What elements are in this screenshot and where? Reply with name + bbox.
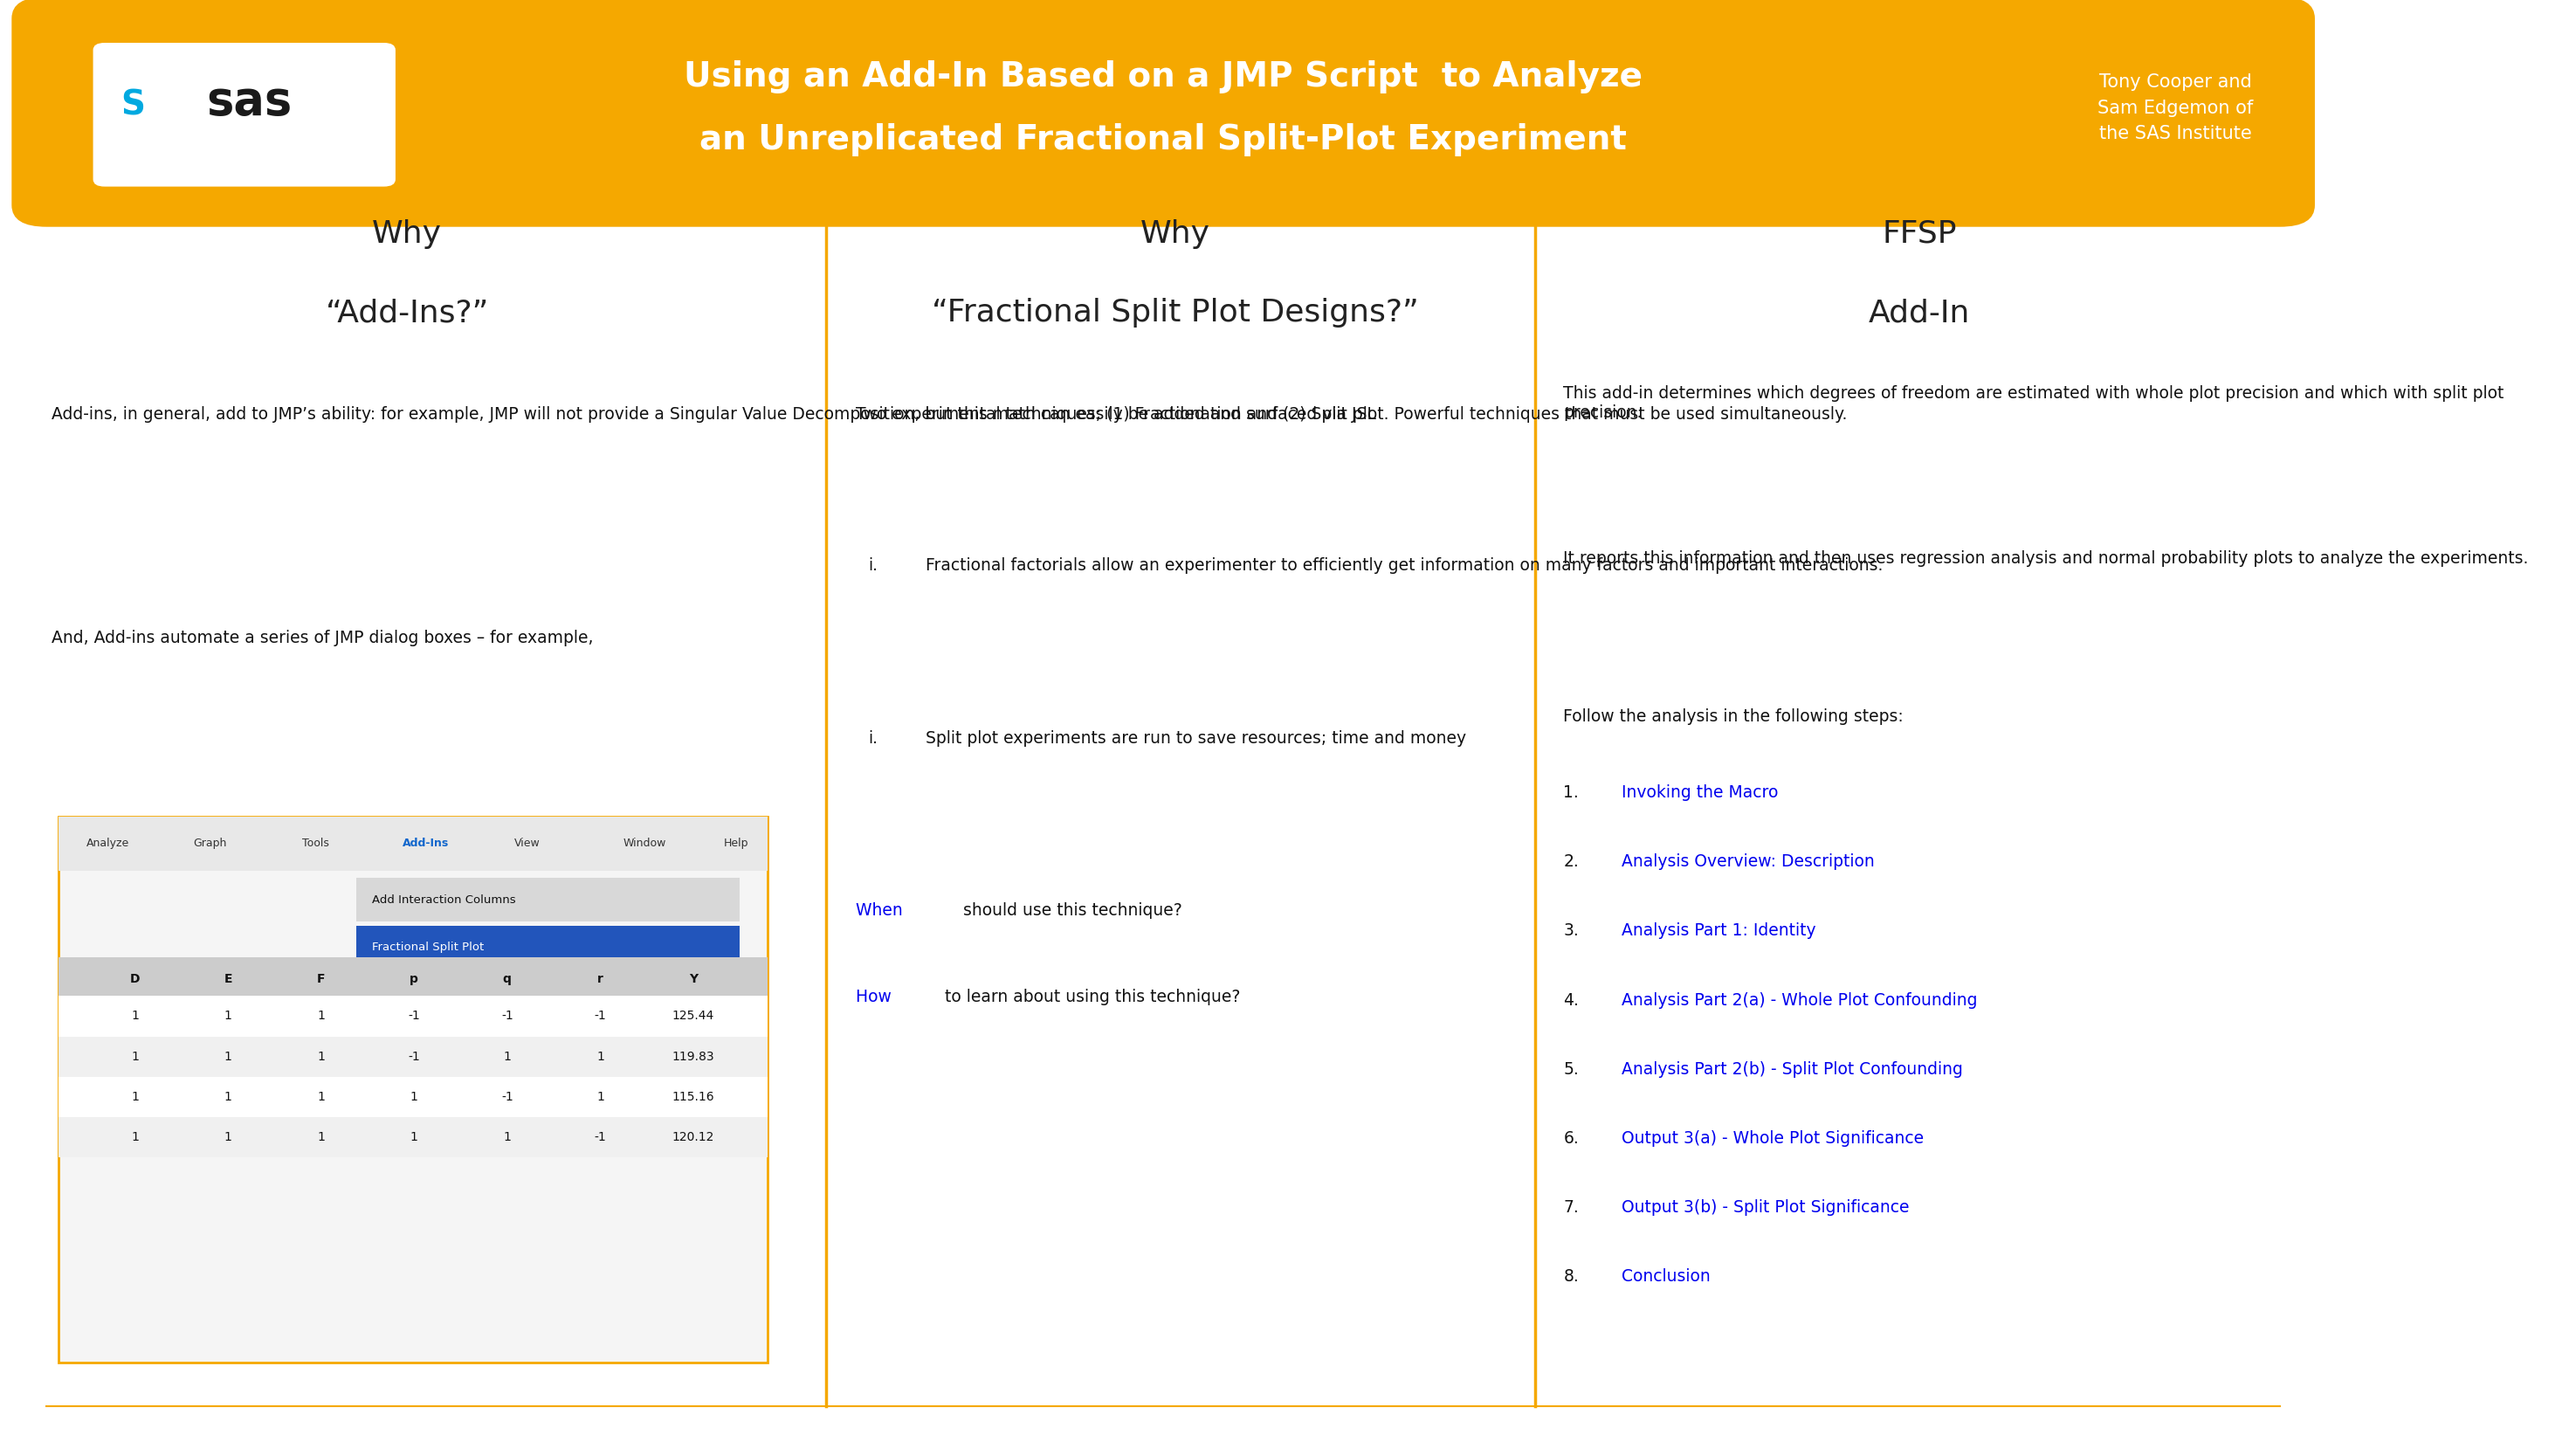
Text: 1: 1 — [317, 1091, 325, 1103]
FancyBboxPatch shape — [355, 926, 739, 969]
Text: -1: -1 — [595, 1130, 605, 1143]
Text: 1: 1 — [131, 1130, 139, 1143]
Text: i.: i. — [868, 730, 878, 746]
Text: Analysis Part 2(b) - Split Plot Confounding: Analysis Part 2(b) - Split Plot Confound… — [1620, 1061, 1963, 1078]
Text: p: p — [410, 972, 417, 985]
FancyBboxPatch shape — [59, 1117, 768, 1158]
Text: 1: 1 — [410, 1130, 417, 1143]
Text: 4.: 4. — [1564, 991, 1579, 1009]
Text: And, Add-ins automate a series of JMP dialog boxes – for example,: And, Add-ins automate a series of JMP di… — [52, 629, 592, 646]
FancyBboxPatch shape — [355, 878, 739, 922]
Text: Fractional Split Plot: Fractional Split Plot — [374, 942, 484, 953]
Text: Analyze: Analyze — [85, 838, 129, 849]
Text: “Fractional Split Plot Designs?”: “Fractional Split Plot Designs?” — [933, 298, 1419, 327]
Text: 3.: 3. — [1564, 923, 1579, 939]
Text: Fractional factorials allow an experimenter to efficiently get information on ma: Fractional factorials allow an experimen… — [925, 558, 1883, 574]
Text: E: E — [224, 972, 232, 985]
Text: 8.: 8. — [1564, 1268, 1579, 1284]
FancyBboxPatch shape — [59, 1077, 768, 1117]
Text: Follow the analysis in the following steps:: Follow the analysis in the following ste… — [1564, 709, 1904, 724]
Text: -1: -1 — [502, 1010, 513, 1023]
Text: 1: 1 — [598, 1051, 605, 1062]
Text: Split plot experiments are run to save resources; time and money: Split plot experiments are run to save r… — [925, 730, 1466, 746]
Text: 1: 1 — [224, 1051, 232, 1062]
Text: -1: -1 — [407, 1010, 420, 1023]
Text: Tony Cooper and
Sam Edgemon of
the SAS Institute: Tony Cooper and Sam Edgemon of the SAS I… — [2097, 74, 2254, 143]
Text: 1: 1 — [224, 1091, 232, 1103]
Text: to learn about using this technique?: to learn about using this technique? — [945, 988, 1239, 1006]
Text: Why: Why — [1141, 219, 1211, 249]
Text: 7.: 7. — [1564, 1198, 1579, 1216]
Text: 1: 1 — [131, 1010, 139, 1023]
Text: F: F — [317, 972, 325, 985]
Text: This add-in determines which degrees of freedom are estimated with whole plot pr: This add-in determines which degrees of … — [1564, 385, 2504, 420]
Text: -1: -1 — [407, 1051, 420, 1062]
Text: “Add-Ins?”: “Add-Ins?” — [325, 298, 489, 327]
FancyBboxPatch shape — [59, 816, 768, 871]
Text: 1: 1 — [502, 1051, 510, 1062]
Text: 1: 1 — [317, 1010, 325, 1023]
Text: 1: 1 — [224, 1130, 232, 1143]
Text: 2.: 2. — [1564, 853, 1579, 871]
Text: Tools: Tools — [301, 838, 330, 849]
Text: When: When — [855, 903, 909, 919]
Text: 1: 1 — [410, 1091, 417, 1103]
Text: S: S — [121, 88, 144, 122]
FancyBboxPatch shape — [59, 958, 768, 1000]
Text: -1: -1 — [595, 1010, 605, 1023]
Text: 1: 1 — [131, 1051, 139, 1062]
FancyBboxPatch shape — [93, 43, 397, 187]
Text: Using an Add-In Based on a JMP Script  to Analyze: Using an Add-In Based on a JMP Script to… — [683, 59, 1643, 93]
Text: Window: Window — [623, 838, 667, 849]
Text: View: View — [515, 838, 541, 849]
Text: 1.: 1. — [1564, 785, 1579, 801]
Text: Add-In: Add-In — [1868, 298, 1971, 327]
Text: Graph: Graph — [193, 838, 227, 849]
Text: Output 3(a) - Whole Plot Significance: Output 3(a) - Whole Plot Significance — [1620, 1130, 1924, 1146]
Text: 6.: 6. — [1564, 1130, 1579, 1146]
Text: an Unreplicated Fractional Split-Plot Experiment: an Unreplicated Fractional Split-Plot Ex… — [701, 123, 1628, 156]
Text: Why: Why — [371, 219, 443, 249]
Text: 125.44: 125.44 — [672, 1010, 714, 1023]
Text: Add-Ins: Add-Ins — [402, 838, 448, 849]
Text: 1: 1 — [502, 1130, 510, 1143]
Text: Help: Help — [724, 838, 750, 849]
Text: Add-ins, in general, add to JMP’s ability: for example, JMP will not provide a S: Add-ins, in general, add to JMP’s abilit… — [52, 407, 1376, 423]
FancyBboxPatch shape — [59, 995, 768, 1036]
Text: 1: 1 — [317, 1130, 325, 1143]
Text: D: D — [129, 972, 139, 985]
FancyBboxPatch shape — [13, 0, 2316, 227]
Text: How: How — [855, 988, 896, 1006]
Text: FFSP: FFSP — [1883, 219, 1958, 249]
Text: 119.83: 119.83 — [672, 1051, 714, 1062]
Text: sas: sas — [206, 78, 291, 123]
Text: It reports this information and then uses regression analysis and normal probabi: It reports this information and then use… — [1564, 551, 2530, 567]
Text: 5.: 5. — [1564, 1061, 1579, 1078]
Text: Two experimental techniques; (1) Fractionation and (2) Split plot. Powerful tech: Two experimental techniques; (1) Fractio… — [855, 407, 1847, 423]
Text: 1: 1 — [224, 1010, 232, 1023]
Text: 115.16: 115.16 — [672, 1091, 714, 1103]
Text: -1: -1 — [502, 1091, 513, 1103]
Text: Conclusion: Conclusion — [1620, 1268, 1710, 1284]
FancyBboxPatch shape — [59, 1036, 768, 1077]
Text: should use this technique?: should use this technique? — [963, 903, 1182, 919]
FancyBboxPatch shape — [59, 816, 768, 1362]
Text: q: q — [502, 972, 513, 985]
Text: Add Interaction Columns: Add Interaction Columns — [374, 894, 515, 906]
Text: 1: 1 — [317, 1051, 325, 1062]
Text: Analysis Part 1: Identity: Analysis Part 1: Identity — [1620, 923, 1816, 939]
Text: 120.12: 120.12 — [672, 1130, 714, 1143]
Text: Analysis Overview: Description: Analysis Overview: Description — [1620, 853, 1875, 871]
Text: 1: 1 — [131, 1091, 139, 1103]
Text: r: r — [598, 972, 603, 985]
Text: i.: i. — [868, 558, 878, 574]
Text: Y: Y — [688, 972, 698, 985]
Text: Analysis Part 2(a) - Whole Plot Confounding: Analysis Part 2(a) - Whole Plot Confound… — [1620, 991, 1978, 1009]
Text: 1: 1 — [598, 1091, 605, 1103]
Text: Output 3(b) - Split Plot Significance: Output 3(b) - Split Plot Significance — [1620, 1198, 1909, 1216]
Text: Invoking the Macro: Invoking the Macro — [1620, 785, 1777, 801]
